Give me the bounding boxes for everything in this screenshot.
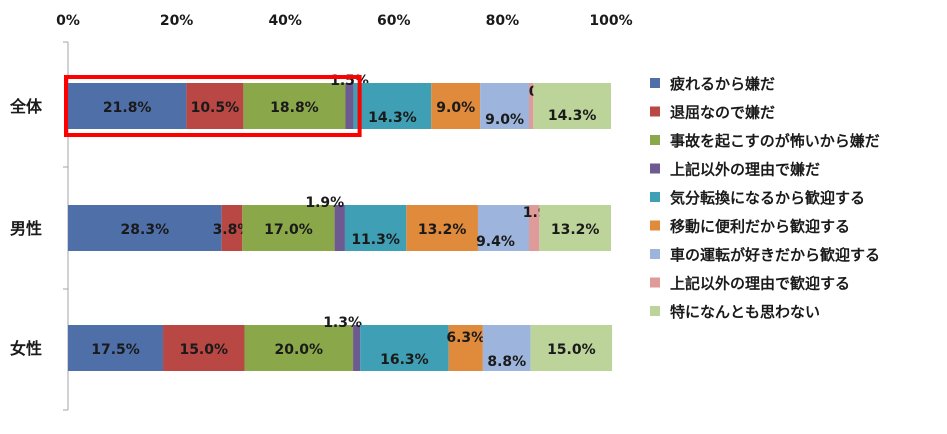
x-tick-label: 0% bbox=[56, 13, 80, 29]
data-label: 3.8% bbox=[213, 222, 252, 238]
data-label: 14.3% bbox=[548, 108, 597, 124]
bar-segment bbox=[533, 83, 611, 129]
data-label: 13.2% bbox=[418, 222, 467, 238]
data-label: 1.9% bbox=[305, 195, 344, 211]
bar-segment bbox=[353, 83, 432, 129]
data-label: 9.0% bbox=[485, 112, 524, 128]
data-label: 18.8% bbox=[270, 100, 319, 116]
bar-segment bbox=[163, 325, 245, 371]
data-label: 16.3% bbox=[380, 352, 429, 368]
bar-segment bbox=[186, 83, 244, 129]
data-label: 17.5% bbox=[91, 342, 140, 358]
x-tick-label: 60% bbox=[377, 13, 411, 29]
data-label: 1.3% bbox=[323, 315, 362, 331]
data-label: 21.8% bbox=[103, 100, 152, 116]
legend-label: 移動に便利だから歓迎する bbox=[670, 218, 850, 236]
bar-segment bbox=[344, 205, 407, 251]
data-label: 17.0% bbox=[264, 222, 313, 238]
data-label: 9.4% bbox=[476, 234, 515, 250]
bar-segment bbox=[334, 205, 345, 251]
legend-label: 気分転換になるから歓迎する bbox=[670, 189, 865, 207]
data-label: 6.3% bbox=[446, 330, 485, 346]
legend-swatch bbox=[650, 78, 660, 88]
x-tick-label: 80% bbox=[486, 13, 520, 29]
data-label: 10.5% bbox=[191, 100, 240, 116]
bar-segment bbox=[530, 325, 613, 371]
bar-segment bbox=[68, 325, 164, 371]
bar-segment bbox=[345, 83, 354, 129]
legend-swatch bbox=[650, 163, 660, 174]
legend-label: 事故を起こすのが怖いから嫌だ bbox=[670, 132, 880, 150]
legend-swatch bbox=[650, 306, 660, 316]
bar-segment bbox=[480, 83, 530, 129]
data-label: 15.0% bbox=[547, 342, 596, 358]
legend-label: 上記以外の理由で嫌だ bbox=[670, 161, 820, 179]
legend-swatch bbox=[650, 249, 660, 259]
bar-segment bbox=[406, 205, 478, 251]
bar-segment bbox=[360, 325, 449, 371]
bar-segment bbox=[353, 325, 361, 371]
category-label: 女性 bbox=[10, 339, 42, 358]
data-label: 11.3% bbox=[351, 232, 400, 248]
legend-label: 上記以外の理由で歓迎する bbox=[670, 275, 850, 293]
data-label: 14.3% bbox=[368, 110, 417, 126]
category-label: 全体 bbox=[9, 97, 43, 116]
data-label: 28.3% bbox=[121, 222, 170, 238]
bar-segment bbox=[477, 205, 530, 251]
x-tick-label: 100% bbox=[589, 13, 632, 29]
highlight-box bbox=[64, 75, 362, 137]
bar-segment bbox=[243, 83, 346, 129]
data-label: 8.8% bbox=[487, 354, 526, 370]
legend-swatch bbox=[650, 220, 660, 231]
legend-swatch bbox=[650, 192, 660, 202]
legend-label: 特になんとも思わない bbox=[670, 303, 820, 321]
bar-segment bbox=[221, 205, 243, 251]
legend-swatch bbox=[650, 277, 660, 288]
legend-label: 退屈なので嫌だ bbox=[670, 104, 775, 122]
bar-segment bbox=[539, 205, 611, 251]
bar-segment bbox=[242, 205, 335, 251]
x-tick-label: 20% bbox=[160, 13, 194, 29]
data-label: 15.0% bbox=[179, 342, 228, 358]
data-label: 13.2% bbox=[551, 222, 600, 238]
bar-segment bbox=[68, 83, 187, 129]
bar-segment bbox=[482, 325, 531, 371]
bar-segment bbox=[448, 325, 483, 371]
legend-label: 疲れるから嫌だ bbox=[670, 75, 775, 93]
data-label: 20.0% bbox=[274, 342, 323, 358]
x-tick-label: 40% bbox=[268, 13, 302, 29]
bar-segment bbox=[529, 205, 540, 251]
legend-swatch bbox=[650, 135, 660, 145]
bar-segment bbox=[244, 325, 354, 371]
bar-segment bbox=[68, 205, 222, 251]
legend-label: 車の運転が好きだから歓迎する bbox=[670, 246, 880, 264]
category-label: 男性 bbox=[10, 219, 42, 238]
legend-swatch bbox=[650, 106, 660, 117]
bar-segment bbox=[431, 83, 481, 129]
data-label: 9.0% bbox=[436, 100, 475, 116]
bar-segment bbox=[529, 83, 534, 129]
